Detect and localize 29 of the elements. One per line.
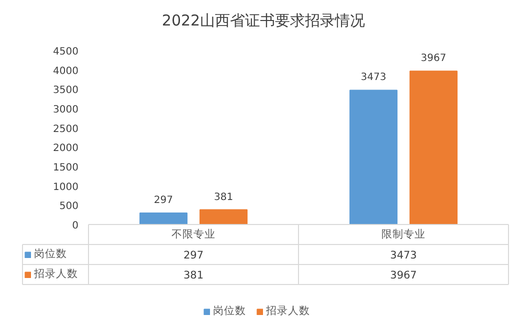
y-tick-label: 4000 [53,66,79,77]
legend-label: 招录人数 [266,304,310,318]
y-tick-label: 1000 [53,182,79,193]
bar [349,90,398,225]
bar [410,70,458,225]
y-tick-label: 1500 [53,162,79,174]
text: 381 [183,270,204,282]
text: 3967 [390,270,417,282]
y-tick-label: 500 [59,201,79,212]
data-label: 3967 [420,53,446,64]
bar [139,212,188,225]
y-tick-label: 2500 [53,124,79,135]
chart-title: 2022山西省证书要求招录情况 [162,12,366,30]
y-tick-label: 4500 [53,46,79,58]
bar [200,209,248,225]
text: 297 [183,250,204,262]
y-tick-label: 3500 [53,85,79,96]
data-label: 381 [214,192,234,203]
data-label: 3473 [360,72,386,84]
legend-label: 岗位数 [34,247,67,262]
y-tick-label: 3000 [53,104,79,116]
y-tick-label: 2000 [53,143,79,154]
text: 招录人数 [34,268,78,280]
text: 3473 [390,250,417,262]
data-label: 297 [154,195,174,206]
x-tick-label: 限制专业 [382,228,426,240]
text: 岗位数 [213,305,246,317]
x-tick-label: 不限专业 [172,228,216,240]
y-tick-label: 0 [72,220,79,232]
